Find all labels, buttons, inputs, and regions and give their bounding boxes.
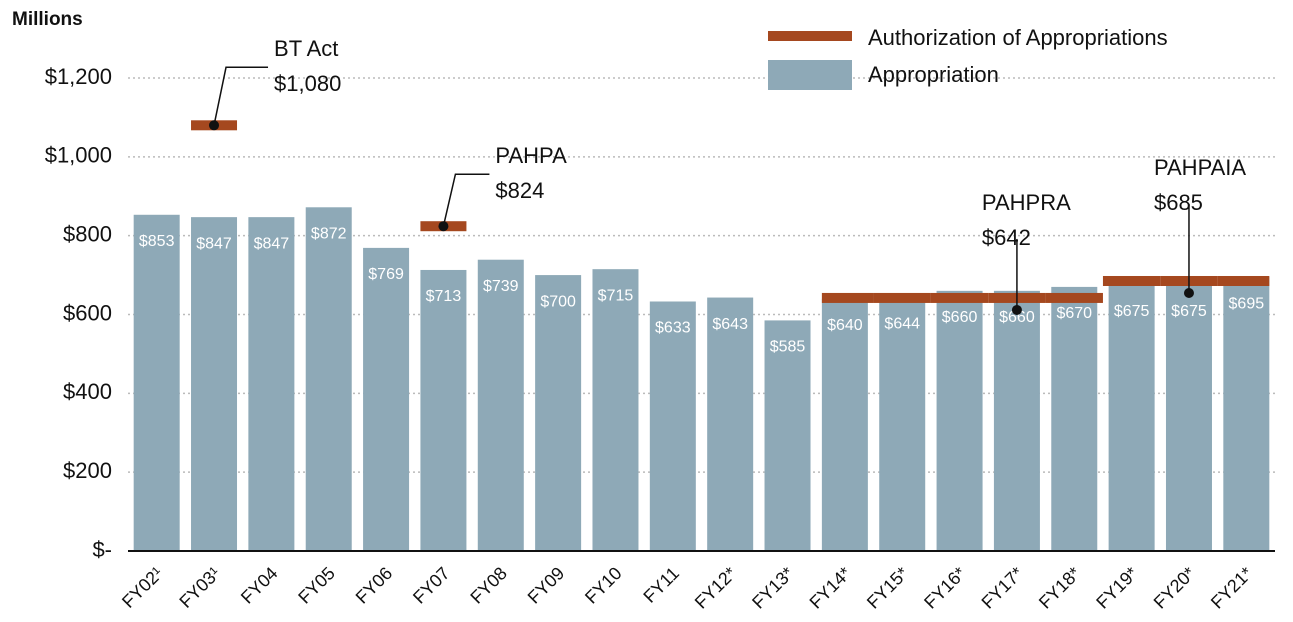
x-tick-label: FY08 xyxy=(466,563,511,608)
value-label: $769 xyxy=(368,266,404,283)
x-tick-label: FY15* xyxy=(863,563,913,613)
bar xyxy=(191,217,238,551)
x-tick-label: FY19* xyxy=(1092,563,1142,613)
annotation-label: PAHPAIA xyxy=(1154,155,1246,180)
annotation-dot xyxy=(1011,304,1022,315)
bar xyxy=(1223,277,1270,551)
bar xyxy=(764,320,811,551)
leader-line xyxy=(213,66,269,126)
y-tick-label: $1,200 xyxy=(45,64,112,89)
y-axis-label: Millions xyxy=(12,9,83,30)
x-tick-label: FY12* xyxy=(691,563,741,613)
leader-line xyxy=(442,173,490,227)
x-tick-label: FY18* xyxy=(1035,563,1085,613)
x-tick-label: FY09 xyxy=(524,563,569,608)
y-tick-label: $- xyxy=(92,537,112,562)
y-tick-label: $1,000 xyxy=(45,143,112,168)
authorization-segment xyxy=(1217,275,1270,286)
x-tick-label: FY21* xyxy=(1207,563,1257,613)
x-tick-label: FY05 xyxy=(294,563,339,608)
y-tick-label: $800 xyxy=(63,221,112,246)
x-tick-label: FY13* xyxy=(748,563,798,613)
annotation-label: PAHPRA xyxy=(982,190,1071,215)
bar xyxy=(649,301,696,551)
authorization-segment xyxy=(930,292,989,303)
bar xyxy=(1165,284,1212,551)
value-label: $713 xyxy=(426,288,462,305)
x-tick-label: FY16* xyxy=(920,563,970,613)
annotation-label: BT Act xyxy=(274,36,338,61)
value-label: $675 xyxy=(1171,303,1207,320)
bar xyxy=(535,275,582,551)
bar xyxy=(305,207,352,551)
bar xyxy=(592,269,639,551)
value-label: $847 xyxy=(254,235,290,252)
y-tick-label: $400 xyxy=(63,379,112,404)
annotation-dot xyxy=(438,221,449,232)
bar xyxy=(477,259,524,551)
value-label: $644 xyxy=(884,315,920,332)
bar xyxy=(993,290,1040,551)
value-label: $675 xyxy=(1114,303,1150,320)
authorization-segment xyxy=(1045,292,1103,303)
x-tick-label: FY14* xyxy=(806,563,856,613)
value-label: $853 xyxy=(139,233,175,250)
annotation-value: $1,080 xyxy=(274,71,341,96)
bar xyxy=(363,247,410,551)
y-tick-label: $600 xyxy=(63,300,112,325)
x-tick-label: FY17* xyxy=(978,563,1028,613)
value-label: $633 xyxy=(655,320,691,337)
bar xyxy=(936,290,983,551)
x-tick-label: FY02¹ xyxy=(118,563,167,612)
annotation-label: PAHPA xyxy=(495,143,567,168)
bar xyxy=(1051,286,1098,551)
annotation-value: $685 xyxy=(1154,190,1203,215)
annotation-value: $824 xyxy=(495,178,544,203)
value-label: $739 xyxy=(483,278,519,295)
value-label: $585 xyxy=(770,339,806,356)
bar xyxy=(879,297,926,551)
legend-swatch xyxy=(768,60,852,90)
bar xyxy=(133,214,180,552)
value-label: $695 xyxy=(1229,295,1265,312)
legend-swatch xyxy=(768,31,852,41)
value-label: $872 xyxy=(311,226,347,243)
value-label: $847 xyxy=(196,235,232,252)
bar xyxy=(420,269,467,551)
value-label: $670 xyxy=(1056,305,1092,322)
annotation-dot xyxy=(209,120,220,131)
x-tick-label: FY10 xyxy=(581,563,626,608)
legend-label: Appropriation xyxy=(868,62,999,87)
annotation-dot xyxy=(1183,287,1194,298)
value-label: $643 xyxy=(712,316,748,333)
value-label: $660 xyxy=(942,309,978,326)
authorization-segment xyxy=(873,292,931,303)
value-label: $640 xyxy=(827,317,863,334)
bar xyxy=(248,217,295,551)
x-tick-label: FY04 xyxy=(237,563,282,608)
legend-label: Authorization of Appropriations xyxy=(868,25,1168,50)
x-tick-label: FY20* xyxy=(1150,563,1200,613)
authorization-segment xyxy=(1102,275,1161,286)
value-label: $700 xyxy=(540,293,576,310)
y-tick-label: $200 xyxy=(63,458,112,483)
value-label: $715 xyxy=(598,287,634,304)
bar xyxy=(821,298,868,551)
x-tick-label: FY03¹ xyxy=(175,563,224,612)
bar xyxy=(707,297,754,551)
x-tick-label: FY11 xyxy=(639,563,683,607)
x-tick-label: FY07 xyxy=(409,563,454,608)
x-tick-label: FY06 xyxy=(352,563,397,608)
annotation-value: $642 xyxy=(982,225,1031,250)
value-label: $660 xyxy=(999,309,1035,326)
bar xyxy=(1108,284,1155,551)
authorization-segment xyxy=(821,292,874,303)
